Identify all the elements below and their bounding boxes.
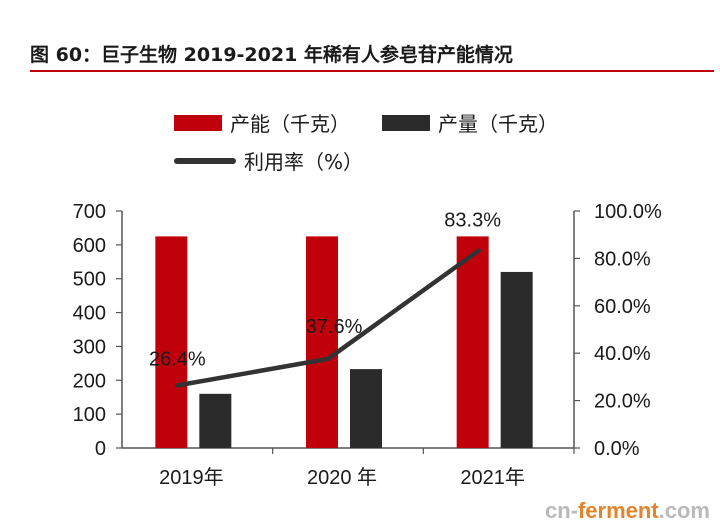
legend-utilization: 利用率（%） [174, 146, 363, 175]
utilization-data-label: 37.6% [306, 316, 363, 338]
left-tick-label: 0 [95, 438, 106, 460]
watermark-prefix: cn- [544, 498, 578, 523]
x-tick-label: 2021年 [460, 466, 525, 489]
right-tick-label: 100.0% [594, 201, 662, 223]
left-tick-label: 200 [73, 370, 106, 392]
capacity-bar [155, 236, 188, 448]
right-tick-label: 60.0% [594, 296, 651, 318]
left-tick-label: 700 [73, 201, 106, 223]
x-tick-label: 2019年 [159, 466, 224, 489]
legend-output-label: 产量（千克） [438, 112, 558, 136]
legend-capacity-label: 产能（千克） [230, 112, 350, 136]
right-tick-label: 20.0% [594, 391, 651, 413]
legend-capacity-swatch [174, 114, 222, 131]
figure-title: 图 60：巨子生物 2019-2021 年稀有人参皂苷产能情况 [30, 44, 513, 66]
right-tick-label: 80.0% [594, 248, 651, 270]
output-bar [500, 271, 533, 448]
legend-utilization-line [174, 157, 236, 164]
watermark-brand: ferment [577, 498, 659, 523]
left-tick-label: 400 [73, 303, 106, 325]
right-tick-label: 0.0% [594, 438, 640, 460]
right-tick-label: 40.0% [594, 343, 651, 365]
utilization-data-label: 83.3% [444, 210, 501, 232]
utilization-line [175, 248, 481, 388]
watermark: cn-ferment .com [510, 494, 720, 528]
legend-capacity: 产能（千克） [174, 108, 350, 137]
left-tick-label: 600 [73, 235, 106, 257]
watermark-suffix: .com [658, 498, 710, 523]
x-tick-label: 2020 年 [307, 466, 377, 489]
legend-utilization-label: 利用率（%） [244, 150, 364, 174]
utilization-data-label: 26.4% [149, 348, 206, 370]
left-tick-label: 300 [73, 336, 106, 358]
left-tick-label: 500 [73, 269, 106, 291]
output-bar [350, 369, 382, 448]
capacity-bar [456, 236, 489, 448]
legend-output-swatch [382, 114, 430, 131]
output-bar [199, 393, 232, 448]
legend-output: 产量（千克） [382, 108, 558, 137]
title-rule [30, 70, 714, 72]
capacity-bar [306, 236, 338, 448]
left-tick-label: 100 [73, 404, 106, 426]
